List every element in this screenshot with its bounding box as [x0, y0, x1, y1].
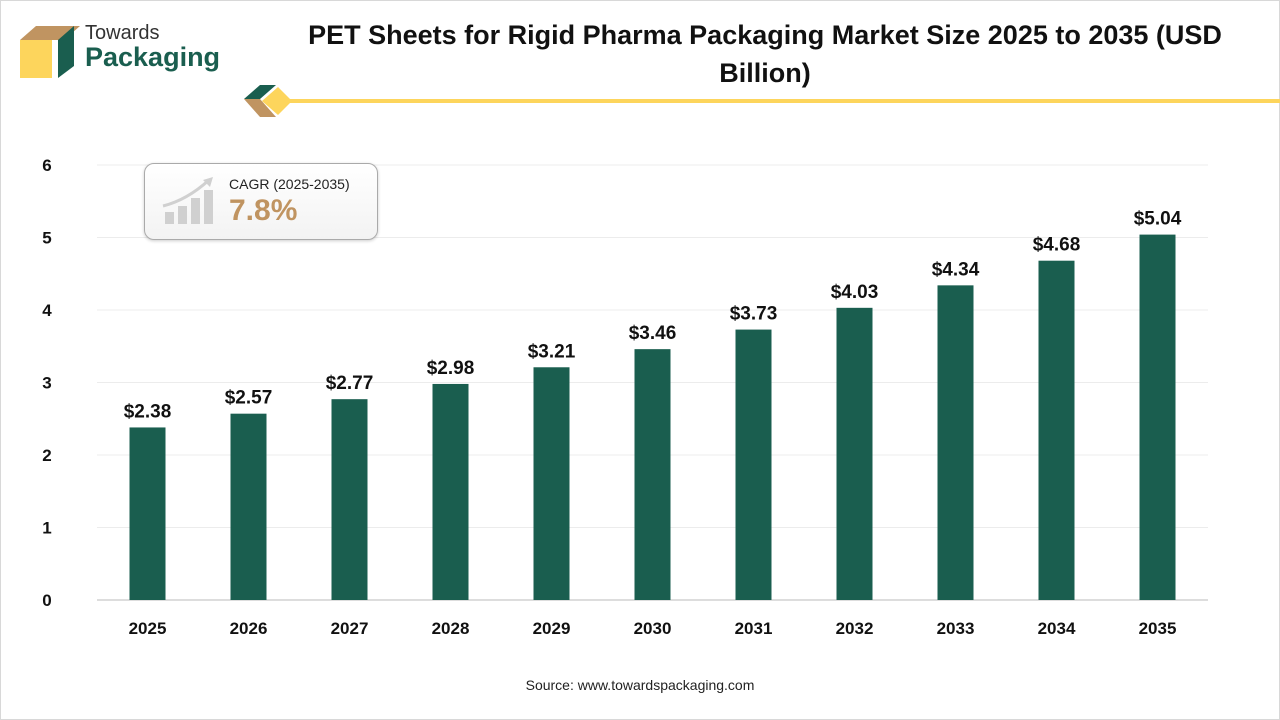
data-label: $4.68 — [1033, 235, 1081, 256]
cagr-label: CAGR (2025-2035) — [229, 176, 350, 192]
y-tick-label: 4 — [42, 301, 52, 320]
data-label: $2.57 — [225, 388, 273, 409]
bar — [129, 427, 166, 600]
logo-text-towards: Towards — [85, 22, 160, 44]
bar — [230, 413, 267, 600]
bar — [735, 329, 772, 600]
cagr-value: 7.8% — [229, 194, 298, 227]
bar — [1139, 234, 1176, 600]
y-tick-label: 2 — [42, 446, 51, 465]
data-label: $5.04 — [1134, 209, 1182, 230]
x-tick-label: 2030 — [634, 619, 672, 638]
y-tick-label: 1 — [42, 519, 51, 538]
data-label: $2.38 — [124, 401, 172, 422]
data-label: $2.77 — [326, 373, 374, 394]
y-tick-label: 0 — [42, 591, 51, 610]
bar — [331, 399, 368, 600]
logo-box-icon — [20, 26, 80, 78]
title-divider — [244, 85, 1280, 117]
y-tick-label: 5 — [42, 229, 51, 248]
bar — [1038, 260, 1075, 600]
logo: Towards Packaging — [18, 22, 220, 84]
y-tick-label: 3 — [42, 374, 51, 393]
cagr-box: CAGR (2025-2035) 7.8% — [144, 163, 378, 240]
bar — [634, 349, 671, 600]
chart-title: PET Sheets for Rigid Pharma Packaging Ma… — [308, 20, 1222, 88]
y-tick-label: 6 — [42, 156, 51, 175]
growth-chart-icon — [162, 177, 213, 224]
x-tick-label: 2034 — [1038, 619, 1076, 638]
x-tick-label: 2025 — [129, 619, 167, 638]
data-label: $3.21 — [528, 341, 576, 362]
data-label: $4.03 — [831, 282, 879, 303]
data-label: $3.73 — [730, 304, 778, 325]
x-tick-label: 2028 — [432, 619, 470, 638]
bar — [937, 285, 974, 600]
data-label: $3.46 — [629, 323, 677, 344]
data-label: $4.34 — [932, 259, 980, 280]
x-tick-label: 2026 — [230, 619, 268, 638]
x-tick-label: 2027 — [331, 619, 369, 638]
x-tick-label: 2032 — [836, 619, 874, 638]
data-label: $2.98 — [427, 358, 475, 379]
bar — [533, 367, 570, 600]
source-note: Source: www.towardspackaging.com — [525, 677, 755, 693]
x-tick-label: 2031 — [735, 619, 773, 638]
logo-text-packaging: Packaging — [85, 42, 221, 72]
bar — [432, 383, 469, 600]
x-tick-label: 2029 — [533, 619, 571, 638]
x-tick-label: 2035 — [1139, 619, 1177, 638]
x-tick-label: 2033 — [937, 619, 975, 638]
bar — [836, 307, 873, 600]
